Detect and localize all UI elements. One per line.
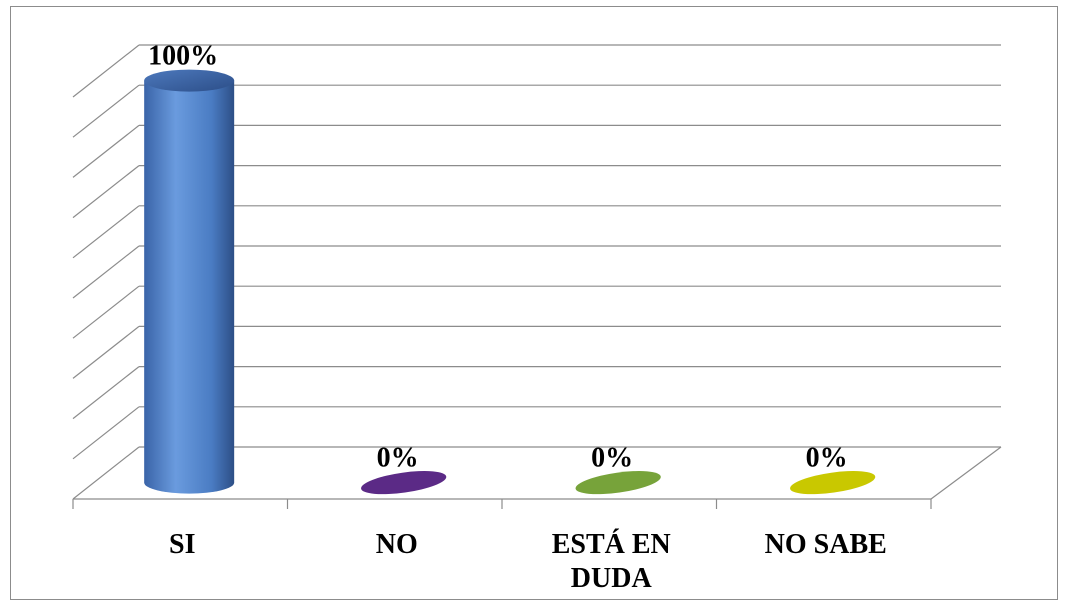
x-tick-label: SI: [169, 529, 195, 560]
bar-est-en-duda: [575, 471, 661, 495]
bar-base: [790, 471, 876, 495]
x-tick-label: NO SABE: [765, 529, 887, 560]
x-tick-label: DUDA: [571, 563, 653, 594]
data-label: 0%: [591, 443, 633, 474]
axes: [72, 446, 1002, 509]
chart-frame: 100% 0% 0% 0% SI NO ESTÁ EN DUDA NO SABE: [10, 6, 1058, 600]
bar-base: [575, 471, 661, 495]
side-wall-line: [72, 245, 140, 299]
side-wall-line: [72, 285, 140, 339]
side-wall-line: [72, 44, 140, 98]
bar-si: [144, 69, 235, 494]
data-label: 100%: [148, 41, 218, 72]
side-wall-line: [72, 325, 140, 379]
bar-no-sabe: [790, 471, 876, 495]
side-wall-line: [72, 124, 140, 178]
bar-top: [144, 69, 235, 92]
bars: [144, 69, 876, 495]
side-wall-line: [72, 205, 140, 259]
bar-body: [144, 80, 235, 494]
bar-no: [361, 471, 447, 495]
bar-base: [361, 471, 447, 495]
side-wall-line: [72, 406, 140, 460]
side-wall-line: [72, 165, 140, 219]
x-tick-label: ESTÁ EN: [552, 529, 671, 560]
side-wall-line: [72, 366, 140, 420]
gridlines: [72, 44, 1001, 500]
side-wall-line: [72, 84, 140, 138]
data-label: 0%: [377, 443, 419, 474]
data-label: 0%: [806, 443, 848, 474]
side-wall-line: [72, 446, 140, 500]
floor-right-edge: [930, 446, 1002, 500]
x-tick-label: NO: [376, 529, 418, 560]
